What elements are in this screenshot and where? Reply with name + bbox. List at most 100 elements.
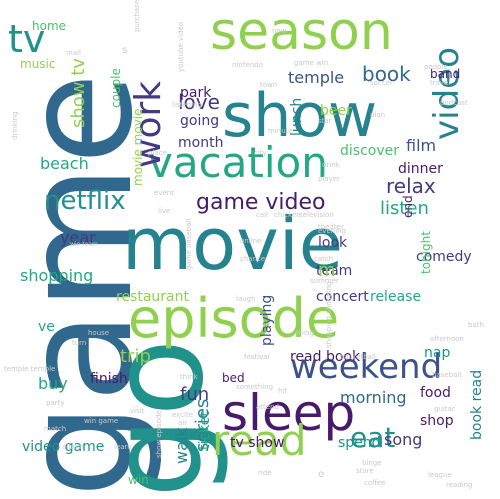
word-ve: ve <box>38 319 55 335</box>
word-soccer: soccer <box>370 79 393 87</box>
word-visit: visit <box>130 407 145 415</box>
word-hit: hit <box>278 387 288 395</box>
word-travel: travel <box>430 79 451 87</box>
word-vacation: vacation <box>148 138 328 187</box>
word-call: call <box>256 211 269 219</box>
word-food: food <box>420 385 451 401</box>
word-baseball: baseball <box>432 371 462 379</box>
word-concert: concert <box>316 289 369 305</box>
word-store: store <box>356 467 374 475</box>
word-show-episode: show episode <box>155 410 163 458</box>
word-dinner: dinner <box>398 161 443 177</box>
word-city: city <box>254 149 267 157</box>
word-video: video <box>427 47 467 140</box>
word-chance: chance <box>240 255 266 263</box>
word-listening: listening <box>172 101 202 109</box>
word-basketball: basketball <box>340 353 376 361</box>
word-episode: episode <box>128 287 340 350</box>
word-win-game: win game <box>84 417 119 425</box>
word-drink: drink <box>322 161 340 169</box>
word-festival: festival <box>244 353 270 361</box>
word-beer: beer <box>320 103 352 119</box>
word-year: year <box>60 228 96 247</box>
word-theater: theater <box>318 223 344 231</box>
word-read: read <box>212 416 307 465</box>
word-air: air <box>178 419 188 427</box>
word-couple: couple <box>109 68 123 108</box>
word-s: s <box>122 45 128 56</box>
word-look: look <box>318 235 348 251</box>
word-going: going <box>180 113 220 129</box>
word-live: live <box>158 207 171 215</box>
word-binge: binge <box>362 459 382 467</box>
word-reading: reading <box>446 481 473 489</box>
word-walk: walk <box>172 427 191 464</box>
word-morning: morning <box>340 388 407 407</box>
word-show: show <box>222 81 378 151</box>
word-spend: spend <box>338 435 381 451</box>
word-laugh: laugh <box>236 295 256 303</box>
word-restaurant: restaurant <box>116 289 189 305</box>
word-attend: attend <box>256 403 279 411</box>
word-m: m <box>318 260 336 281</box>
word-people: people <box>424 63 448 71</box>
word-sleep: sleep <box>222 384 356 442</box>
word-television: television <box>300 211 334 219</box>
word-bed: bed <box>222 371 245 385</box>
word-nintendo: nintendo <box>232 61 264 69</box>
word-house: house <box>88 329 110 337</box>
word-temple-temple: temple temple <box>4 365 56 373</box>
word-online: online <box>240 237 262 245</box>
word-love: love <box>178 90 220 114</box>
word-player: player <box>318 175 341 183</box>
word-album: album <box>62 443 84 451</box>
word-game-win: game win <box>294 59 329 67</box>
word-eat: eat <box>350 421 396 454</box>
word-match: match <box>44 425 67 433</box>
word-shopping: shopping <box>20 266 94 285</box>
word-finish: finish <box>90 371 128 387</box>
word-new: new <box>272 27 287 35</box>
word-book-read: book read <box>469 369 485 440</box>
word-youtube-video: youtube video <box>177 21 185 72</box>
word-coffee: coffee <box>364 479 386 487</box>
word-minute: minute <box>268 127 293 135</box>
word-book: book <box>362 62 411 86</box>
word-discover: discover <box>340 143 399 159</box>
word-music: music <box>20 57 56 71</box>
word-band: band <box>430 67 461 81</box>
word-buy: buy <box>38 374 68 393</box>
word-month: month <box>178 135 224 151</box>
word-star: star <box>318 117 332 125</box>
word-afternoon: afternoon <box>430 335 464 343</box>
word-mall: mall <box>66 49 81 57</box>
word-excite: excite <box>172 411 194 419</box>
word-win-team: win team <box>70 241 98 248</box>
word-temple: temple <box>288 68 345 87</box>
word-netflix: netflix <box>44 186 126 216</box>
word-season: season <box>210 2 393 62</box>
word-tv: tv <box>8 17 46 61</box>
word-game-video: game video <box>196 190 326 215</box>
word-song: song <box>384 430 423 449</box>
word-drinking: drinking <box>11 111 19 140</box>
word-tv-show: tv show <box>230 435 285 451</box>
word-relax: relax <box>386 174 436 198</box>
word-league: league <box>428 471 452 479</box>
word-weekend: weekend <box>290 347 443 387</box>
word-thing: thing <box>296 329 315 337</box>
word-party: party <box>46 399 65 407</box>
word-video-game: video game <box>22 439 105 455</box>
word-ride: ride <box>258 469 272 477</box>
word-tonight: tonight <box>419 231 433 274</box>
word-listen: listen <box>380 198 429 219</box>
word-something: something <box>236 383 274 391</box>
word-nap: nap <box>424 345 451 361</box>
word-fun: fun <box>180 384 210 405</box>
word-shop: shop <box>420 413 454 429</box>
word-release: release <box>370 289 422 305</box>
word-turn: turn <box>72 339 87 347</box>
word-town: town <box>260 81 278 89</box>
word-plan: plan <box>370 111 386 119</box>
word-show-tv: show tv <box>68 58 89 128</box>
